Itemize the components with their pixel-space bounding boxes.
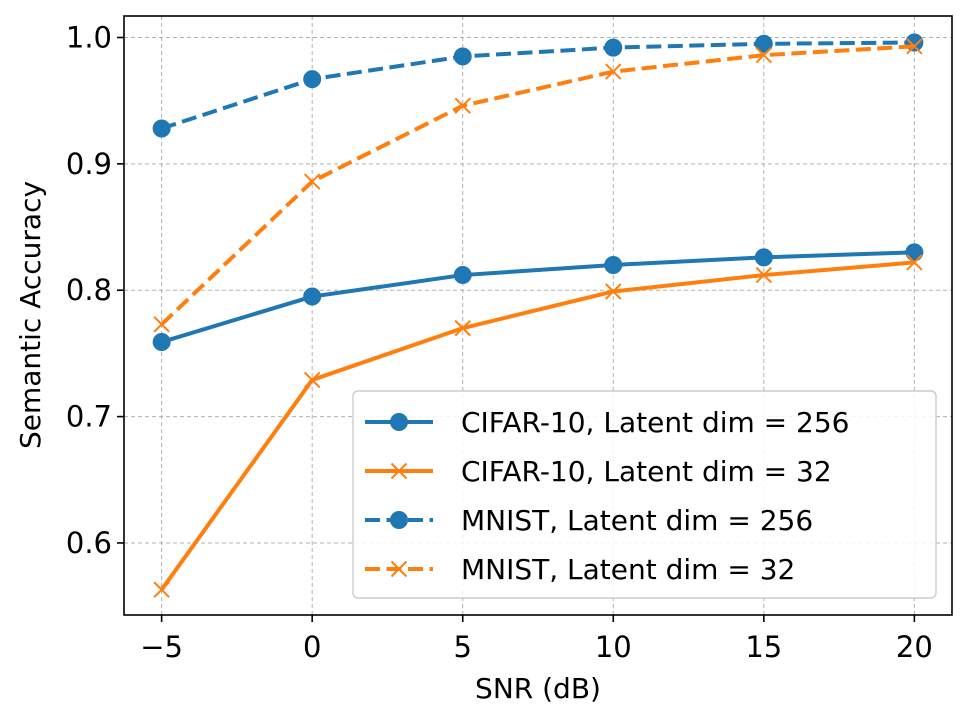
series-lines <box>152 33 924 598</box>
legend-box <box>352 390 937 599</box>
data-point <box>152 333 171 352</box>
data-point <box>153 581 170 598</box>
data-point <box>153 316 170 333</box>
legend-marker <box>390 511 408 529</box>
y-tick-label: 0.9 <box>66 147 112 181</box>
legend-entry: CIFAR-10, Latent dim = 32 <box>365 455 832 488</box>
legend-entry: MNIST, Latent dim = 32 <box>365 553 795 586</box>
data-point <box>453 47 472 66</box>
data-point <box>906 254 923 271</box>
data-point <box>605 63 622 80</box>
series-2 <box>153 254 923 598</box>
x-axis-title: SNR (dB) <box>475 672 601 705</box>
legend: CIFAR-10, Latent dim = 256 CIFAR-10, Late… <box>352 390 937 599</box>
series-line <box>160 44 915 326</box>
data-point <box>454 97 471 114</box>
series-3 <box>152 33 924 138</box>
legend-label: CIFAR-10, Latent dim = 32 <box>461 455 832 488</box>
y-tick-label: 0.6 <box>66 526 112 560</box>
data-point <box>905 243 924 262</box>
series-1 <box>152 243 924 352</box>
data-point <box>303 287 322 306</box>
legend-marker <box>390 462 408 480</box>
x-tick-label: 0 <box>303 630 321 664</box>
x-tick-label: 20 <box>896 630 933 664</box>
legend-entry: MNIST, Latent dim = 256 <box>365 504 813 537</box>
y-tick-label: 0.8 <box>66 273 112 307</box>
y-tick-label: 0.7 <box>66 400 112 434</box>
x-tick-label: 5 <box>454 630 472 664</box>
data-point <box>454 319 471 337</box>
data-point <box>906 38 923 55</box>
data-point <box>755 46 773 64</box>
series-4 <box>153 38 923 333</box>
data-point <box>303 173 321 190</box>
y-tick-label: 1.0 <box>66 20 112 54</box>
legend-label: CIFAR-10, Latent dim = 256 <box>461 406 849 439</box>
data-point <box>754 248 773 267</box>
legend-label: MNIST, Latent dim = 256 <box>461 504 813 537</box>
data-point <box>604 38 623 57</box>
plot-area-frame <box>123 15 953 616</box>
x-tick-label: −5 <box>140 630 183 664</box>
data-point <box>754 34 773 53</box>
axis-ticks: −5 0 5 10 15 20 0.6 0.7 0.8 0.9 1.0 <box>66 20 933 664</box>
data-point <box>453 266 472 285</box>
series-line <box>161 250 915 344</box>
data-point <box>152 119 171 138</box>
legend-marker <box>390 560 408 578</box>
legend-entry: CIFAR-10, Latent dim = 256 <box>365 406 849 439</box>
series-line <box>161 40 915 131</box>
legend-label: MNIST, Latent dim = 32 <box>461 553 795 586</box>
legend-marker <box>390 413 408 431</box>
data-point <box>755 266 773 284</box>
data-point <box>303 70 322 89</box>
data-point <box>605 283 622 300</box>
data-point <box>303 371 321 389</box>
x-tick-label: 10 <box>595 630 632 664</box>
data-point <box>604 255 623 274</box>
y-axis-title: Semantic Accuracy <box>14 181 47 449</box>
x-tick-label: 15 <box>745 630 782 664</box>
series-line <box>160 260 915 591</box>
